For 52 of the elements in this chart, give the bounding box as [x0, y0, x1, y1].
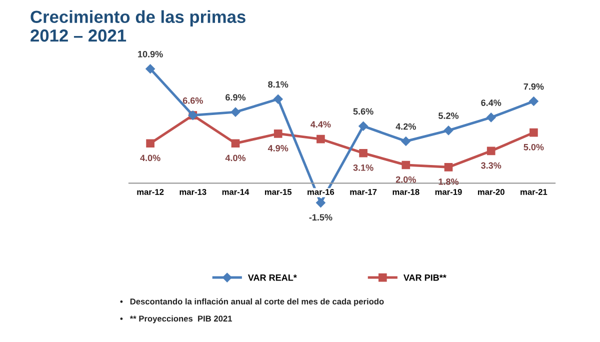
- data-label: 6.9%: [226, 94, 246, 101]
- data-label: 4.4%: [310, 121, 331, 128]
- point: [146, 139, 154, 148]
- data-label: 3.1%: [353, 164, 374, 171]
- data-label: 1.8%: [438, 178, 459, 185]
- x-tick-label: mar-19: [435, 189, 462, 195]
- point: [146, 64, 155, 74]
- chart-title: Crecimiento de las primas 2012 – 2021: [30, 10, 246, 42]
- data-label: -1.5%: [309, 214, 332, 221]
- data-label: 2.0%: [396, 176, 416, 183]
- data-label: 6.6%: [182, 97, 203, 104]
- text: • Descontando la inflación anual al corte del mes de cada periodo: [120, 298, 384, 306]
- x-tick-label: mar-16: [308, 189, 334, 195]
- data-label: 5.0%: [524, 144, 544, 150]
- text: • ** Proyecciones PIB 2021: [120, 315, 232, 324]
- point: [359, 148, 368, 158]
- x-tick-label: mar-13: [180, 189, 206, 195]
- point: [230, 107, 240, 117]
- x-tick-label: mar-15: [264, 189, 292, 195]
- data-label: 6.4%: [481, 100, 502, 106]
- x-tick-label: mar-14: [222, 189, 250, 195]
- point: [274, 130, 282, 138]
- x-tick-label: mar-17: [350, 189, 377, 195]
- data-label: 8.1%: [268, 81, 288, 88]
- point: [486, 146, 496, 156]
- data-label: 5.2%: [438, 112, 459, 119]
- data-label: 5.6%: [353, 108, 374, 115]
- point: [273, 94, 283, 104]
- x-tick-label: mar-20: [478, 189, 504, 195]
- point: [486, 112, 496, 122]
- point: [316, 198, 326, 208]
- legend-label: VAR PIB**: [403, 274, 446, 281]
- legend-label: VAR REAL*: [248, 274, 297, 281]
- point: [231, 139, 240, 148]
- data-label: 4.2%: [396, 123, 416, 130]
- data-label: 10.9%: [138, 50, 163, 58]
- point: [402, 160, 410, 170]
- data-label: 7.9%: [524, 83, 544, 90]
- point: [358, 121, 368, 131]
- point: [444, 126, 454, 136]
- data-label: 4.0%: [225, 154, 246, 162]
- point: [530, 128, 538, 137]
- data-label: 4.9%: [268, 145, 288, 152]
- data-label: 3.3%: [481, 162, 502, 169]
- point: [401, 136, 411, 146]
- x-tick-label: mar-12: [137, 189, 164, 195]
- x-tick-label: mar-18: [392, 189, 420, 195]
- point: [444, 162, 453, 172]
- point: [316, 134, 325, 144]
- point: [529, 96, 538, 106]
- x-tick-label: mar-21: [520, 189, 548, 195]
- data-label: 4.0%: [140, 154, 160, 162]
